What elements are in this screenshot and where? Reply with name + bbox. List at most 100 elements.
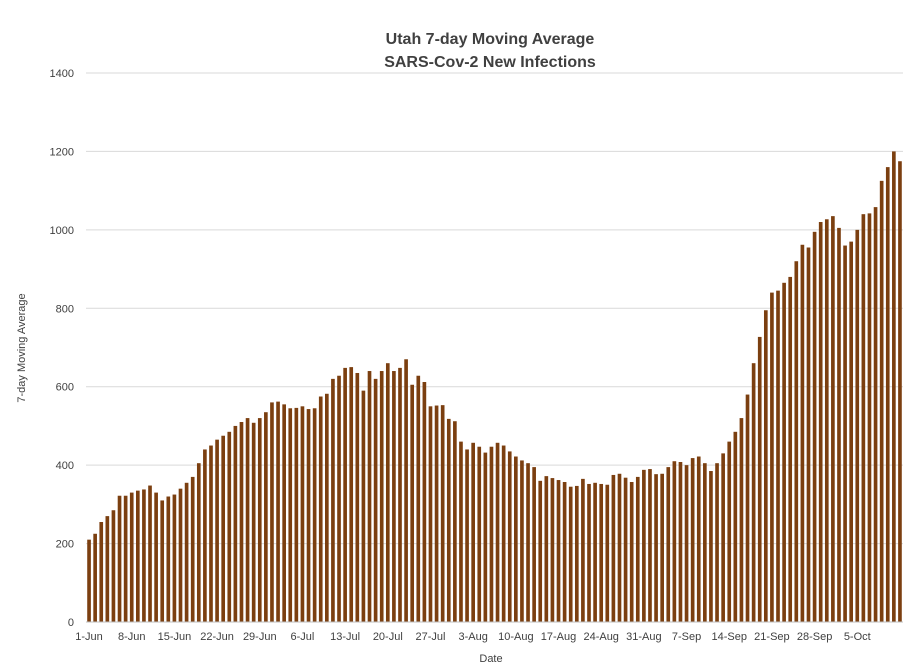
bar [392,371,396,622]
bar [117,495,122,622]
bar [215,439,219,622]
bar [306,409,311,622]
bar [99,522,104,622]
y-axis-ticks: 0 200 400 600 800 1000 1200 1400 [50,68,74,629]
bar [782,282,786,622]
bar [574,485,579,622]
bar [282,404,286,622]
bar [727,441,732,622]
x-tick-label: 27-Jul [415,631,445,643]
bar [196,463,201,622]
bar [642,469,646,622]
bar [105,516,110,622]
bar [446,418,451,622]
bar [556,480,561,622]
bar [434,405,439,622]
bar [398,367,402,622]
bar [672,461,677,622]
bar [757,336,762,622]
bar [843,245,847,623]
bar [203,449,207,622]
bar [221,435,226,622]
bar [422,382,427,622]
bar [867,213,872,622]
x-tick-label: 28-Sep [797,631,832,643]
bar [629,482,634,622]
bar [788,276,793,622]
bar [471,442,475,622]
bar [495,442,500,622]
bar [373,378,378,622]
bar [550,478,555,622]
bar [361,390,366,622]
bar [654,474,658,622]
bar [343,367,347,622]
bar [428,406,433,622]
bar [776,290,780,622]
bar [770,292,774,622]
bar [599,483,604,622]
bar [312,408,317,622]
bar [696,456,701,622]
bar [593,482,597,622]
bar [154,492,158,622]
bar [239,422,244,622]
bar [257,418,262,622]
bar [605,484,610,622]
bar [209,445,213,622]
bar [538,480,543,622]
x-tick-label: 22-Jun [200,631,234,643]
gridlines [86,72,903,545]
bar [526,463,530,622]
bar [892,151,896,622]
y-tick-label: 1000 [50,225,74,237]
bar [666,467,671,622]
bar [520,460,524,622]
x-tick-label: 5-Oct [844,631,871,643]
bar [233,425,238,622]
x-tick-label: 7-Sep [672,631,701,643]
bar [800,244,805,622]
bar [367,371,372,622]
y-axis-label: 7-day Moving Average [16,293,28,402]
bar [489,446,494,622]
bar [477,446,482,622]
bar [172,494,177,622]
y-tick-label: 0 [68,617,74,629]
bar [465,449,469,622]
bar [507,451,512,622]
bar [660,473,664,622]
bar [355,372,360,622]
bar [111,510,116,622]
bar [623,477,628,622]
bar [337,375,341,622]
x-tick-label: 6-Jul [291,631,315,643]
bar [123,495,128,622]
y-tick-label: 400 [56,460,74,472]
x-tick-label: 24-Aug [583,631,618,643]
x-axis-ticks: 1-Jun 8-Jun 15-Jun 22-Jun 29-Jun 6-Jul 13-Jul 2… [75,631,870,643]
bar [514,456,518,622]
x-tick-label: 13-Jul [330,631,360,643]
bar [703,463,707,622]
bar [611,474,616,622]
bar [562,482,567,622]
y-tick-label: 200 [56,539,74,551]
x-axis-label: Date [479,653,502,665]
bar [385,363,390,622]
bar [483,452,488,622]
bar [568,486,573,622]
bar [690,458,695,622]
bar [794,261,799,622]
chart-title: Utah 7-day Moving Average [386,31,595,48]
bar [160,500,165,622]
bar [300,406,305,622]
x-tick-label: 31-Aug [626,631,661,643]
bar [873,207,878,622]
bar [93,533,97,622]
bar [617,473,622,622]
bar [812,231,817,622]
bar [148,485,152,622]
bar [861,214,866,622]
